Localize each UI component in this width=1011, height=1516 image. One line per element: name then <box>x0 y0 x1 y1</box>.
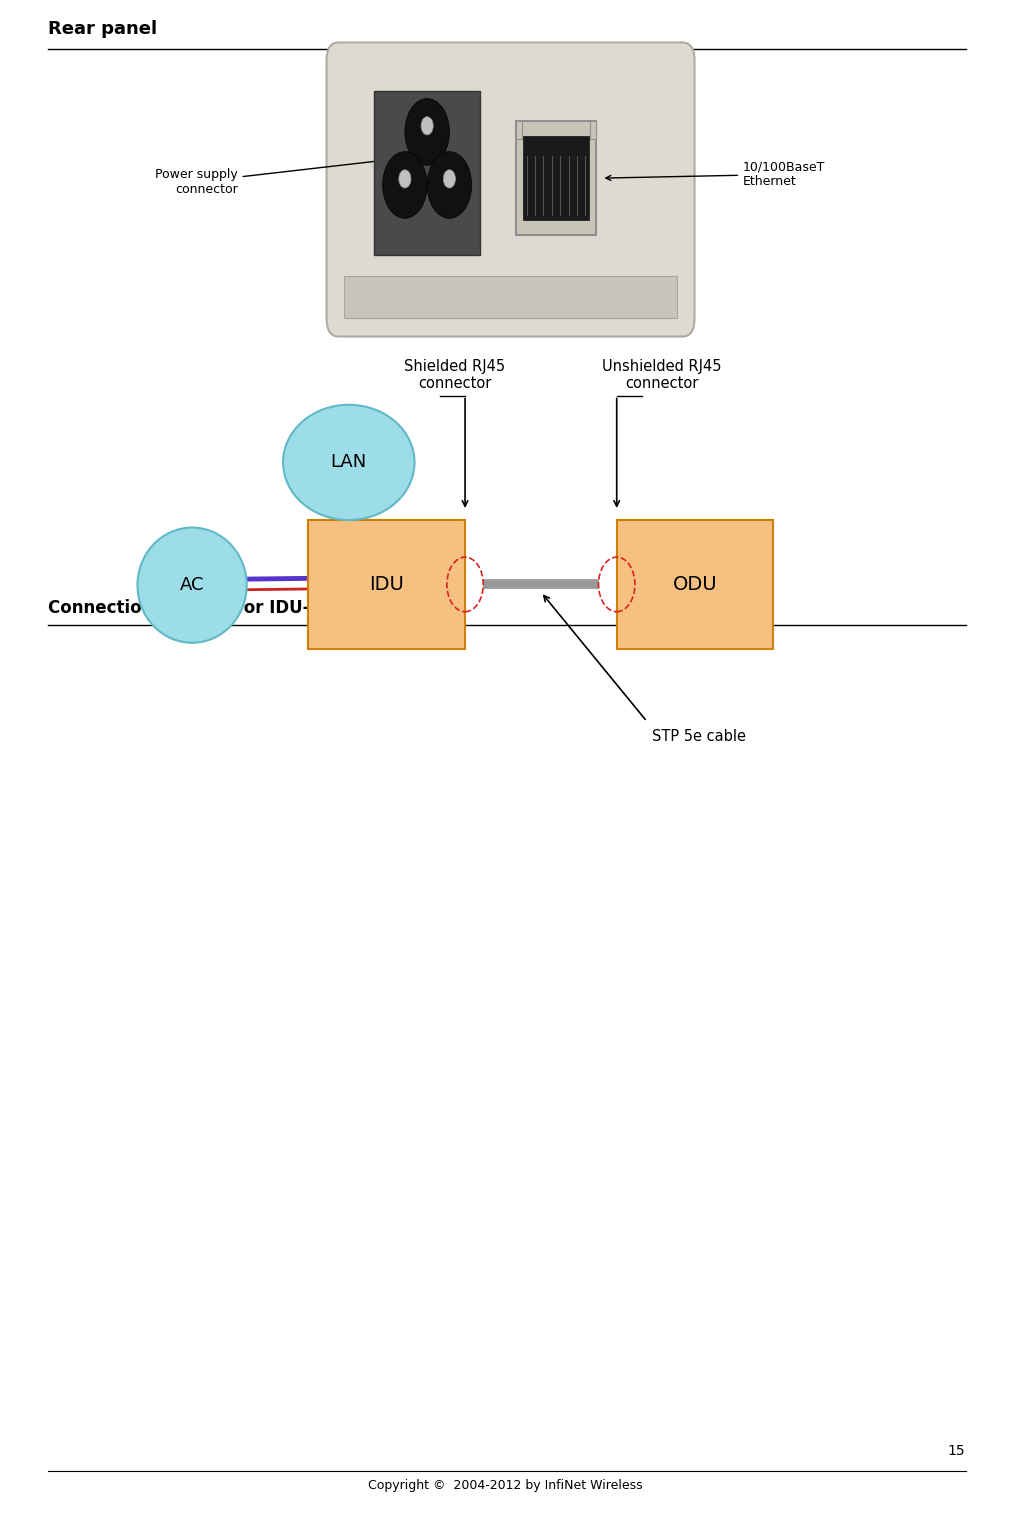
Text: Connection scheme for IDU-CPE: Connection scheme for IDU-CPE <box>48 599 345 617</box>
Text: STP 5e cable: STP 5e cable <box>652 729 746 744</box>
Text: Power supply
connector: Power supply connector <box>155 156 402 196</box>
Text: 10/100BaseT
Ethernet: 10/100BaseT Ethernet <box>606 161 825 188</box>
Bar <box>523 136 589 220</box>
Circle shape <box>443 170 455 188</box>
Text: ODU: ODU <box>672 575 718 594</box>
Circle shape <box>404 99 449 165</box>
Text: IDU: IDU <box>369 575 404 594</box>
Circle shape <box>398 170 410 188</box>
Text: AC: AC <box>180 576 204 594</box>
Bar <box>590 121 596 139</box>
Text: Copyright ©  2004-2012 by InfiNet Wireless: Copyright © 2004-2012 by InfiNet Wireles… <box>368 1480 643 1492</box>
Text: Shielded RJ45
connector: Shielded RJ45 connector <box>404 359 506 391</box>
Circle shape <box>382 152 428 218</box>
Ellipse shape <box>283 405 415 520</box>
Text: Unshielded RJ45
connector: Unshielded RJ45 connector <box>603 359 722 391</box>
Bar <box>308 520 465 649</box>
Text: 15: 15 <box>948 1443 966 1458</box>
Circle shape <box>427 152 471 218</box>
Bar <box>516 121 522 139</box>
Bar <box>374 91 480 255</box>
Ellipse shape <box>137 528 247 643</box>
Bar <box>344 276 677 318</box>
FancyBboxPatch shape <box>327 42 695 337</box>
Text: Rear panel: Rear panel <box>48 20 157 38</box>
Circle shape <box>421 117 433 135</box>
Bar <box>617 520 773 649</box>
Bar <box>516 121 596 235</box>
Text: LAN: LAN <box>331 453 367 471</box>
